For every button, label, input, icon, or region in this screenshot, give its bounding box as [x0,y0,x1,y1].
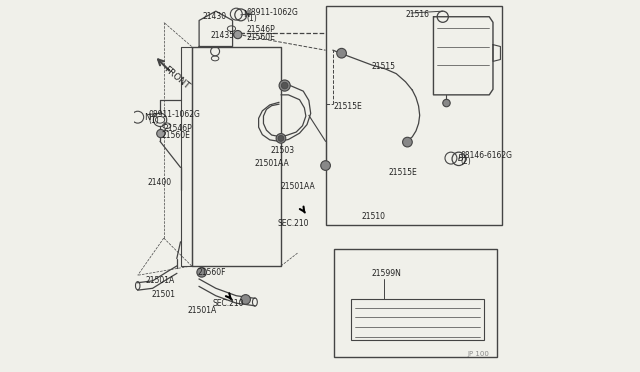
Text: 21516: 21516 [406,10,429,19]
Circle shape [321,161,330,170]
Text: 21560E: 21560E [246,33,275,42]
Text: 21599N: 21599N [371,269,401,278]
Text: (1): (1) [246,14,257,23]
Circle shape [241,295,250,304]
Text: 08911-1062G: 08911-1062G [246,8,298,17]
Text: 21560F: 21560F [197,268,226,277]
Circle shape [403,137,412,147]
Text: JP 100: JP 100 [467,351,489,357]
Text: 21515: 21515 [371,62,396,71]
Circle shape [157,129,165,138]
Text: 21400: 21400 [147,178,171,187]
Text: 08146-6162G: 08146-6162G [461,151,513,160]
Circle shape [279,80,290,91]
Text: 21515E: 21515E [389,169,417,177]
Text: 21510: 21510 [362,212,386,221]
Text: 21501A: 21501A [146,276,175,285]
Text: 21560E: 21560E [162,131,191,140]
Text: 21501AA: 21501AA [255,159,290,168]
Text: 21430: 21430 [203,12,227,21]
Text: 21515E: 21515E [333,102,362,110]
Circle shape [234,31,242,39]
Text: 08911-1062G: 08911-1062G [148,110,200,119]
Text: SEC.210: SEC.210 [212,299,244,308]
Text: 21546P: 21546P [246,25,275,34]
Bar [351,299,484,340]
Text: (2): (2) [461,157,472,166]
Text: 21503: 21503 [271,146,295,155]
Circle shape [282,82,288,89]
Text: 21546P: 21546P [163,124,192,133]
Text: 21501A: 21501A [188,306,217,315]
Circle shape [197,267,207,277]
Bar [326,6,502,225]
Text: SEC.210: SEC.210 [277,219,308,228]
Text: N: N [243,10,250,19]
Text: FRONT: FRONT [162,65,191,92]
Text: N: N [145,113,151,122]
Text: B: B [458,154,463,163]
Circle shape [278,135,284,141]
Text: (1): (1) [148,116,159,125]
Text: 21501: 21501 [152,290,176,299]
Bar [334,249,497,357]
Circle shape [276,134,286,143]
Circle shape [443,99,450,107]
Circle shape [337,48,346,58]
Text: 21435: 21435 [211,31,234,40]
Text: 21501AA: 21501AA [281,182,316,191]
